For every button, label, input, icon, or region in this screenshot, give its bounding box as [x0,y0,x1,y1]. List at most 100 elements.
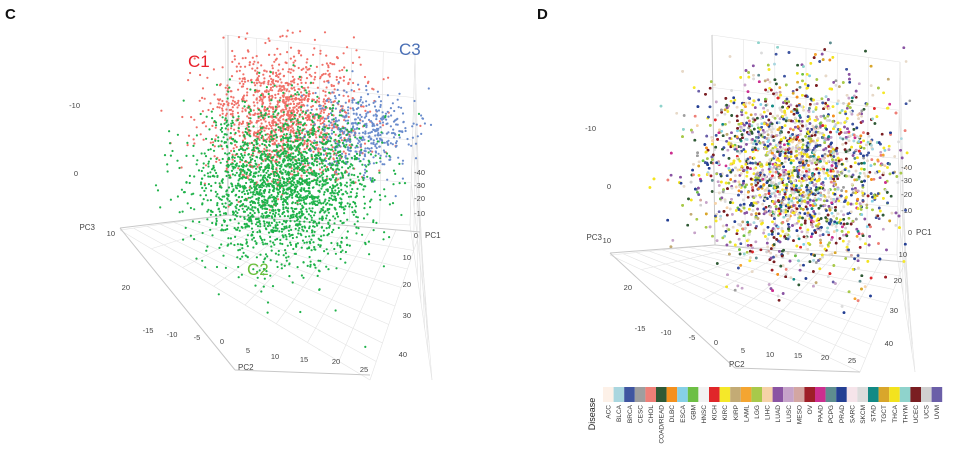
c-point [282,168,285,171]
c-point [298,144,301,147]
c-point [290,87,294,90]
c-point [268,208,271,212]
c-point [347,112,350,115]
c-point [242,156,245,159]
c-point [249,117,252,120]
c-point [244,130,247,133]
c-point [303,187,306,190]
c-point [315,164,319,167]
c-point [338,157,341,160]
c-point [354,136,357,139]
c-point [222,104,225,107]
c-point [368,103,371,106]
c-point [243,80,247,83]
c-point [253,201,256,204]
c-point [369,120,373,123]
c-point [265,221,269,224]
c-point [186,202,189,205]
c-point [250,141,253,144]
c-point [294,132,297,135]
c-point [304,81,307,84]
c-point [289,243,293,246]
d-axis-line-0 [609,244,716,254]
c-point [376,90,379,93]
c-point [302,117,305,120]
c-point [245,189,249,192]
c-point [209,141,212,144]
c-point [230,127,233,130]
c-point [228,137,231,140]
c-point [366,93,370,96]
c-point [314,211,317,214]
c-point [301,166,304,169]
c-point [321,107,324,110]
c-point [337,172,340,175]
c-point [284,252,287,255]
c-point [344,261,347,264]
c-point [371,179,374,182]
c-point [309,242,312,245]
c-point [249,171,253,174]
c-point [226,224,229,227]
c-point [297,180,300,183]
c-point [258,144,261,147]
c-point [288,226,291,229]
c-point [285,108,288,111]
c-point [285,61,288,65]
c-point [263,69,266,72]
c-point [297,153,300,156]
c-point [260,94,263,97]
c-point [226,153,229,156]
c-point [291,161,294,164]
c-point [236,203,239,206]
c-point [328,135,331,138]
c-point [318,199,321,202]
c-grid [119,34,433,381]
c-point [287,117,290,120]
c-point [317,189,320,192]
c-point [374,100,377,103]
c-point [346,202,349,205]
c-point [253,185,256,188]
d-x-tick: 30 [890,306,898,315]
c-point [225,124,229,127]
c-point [371,123,374,126]
c-point [328,219,331,222]
c-point [276,151,279,154]
c-point [323,102,327,105]
c-point [350,129,353,132]
c-point [204,125,208,128]
c-point [313,174,316,177]
c-point [277,198,280,201]
c-point [379,103,382,107]
c-point [349,191,353,194]
c-point [230,202,233,205]
c-point [313,78,316,81]
c-point [280,230,284,233]
c-point [395,140,398,143]
c-point [375,137,378,140]
c-point [278,63,281,66]
c-point [223,133,226,136]
c-point [320,226,324,229]
c-point [362,158,365,161]
c-point [261,178,264,181]
c-point [313,263,316,266]
c-point [337,187,340,190]
c-point [256,231,259,234]
c-y-tick: 10 [271,352,279,361]
c-point [339,150,342,153]
c-point [221,107,224,110]
c-point [352,112,355,115]
c-point [299,164,302,167]
c-point [310,216,313,219]
c-point [338,205,341,208]
c-point [256,101,259,104]
c-point [290,170,293,173]
c-point [261,98,264,101]
c-point [275,139,278,142]
c-point [282,85,285,88]
c-point [315,136,318,139]
c-point [361,101,364,104]
c-point [269,102,272,105]
